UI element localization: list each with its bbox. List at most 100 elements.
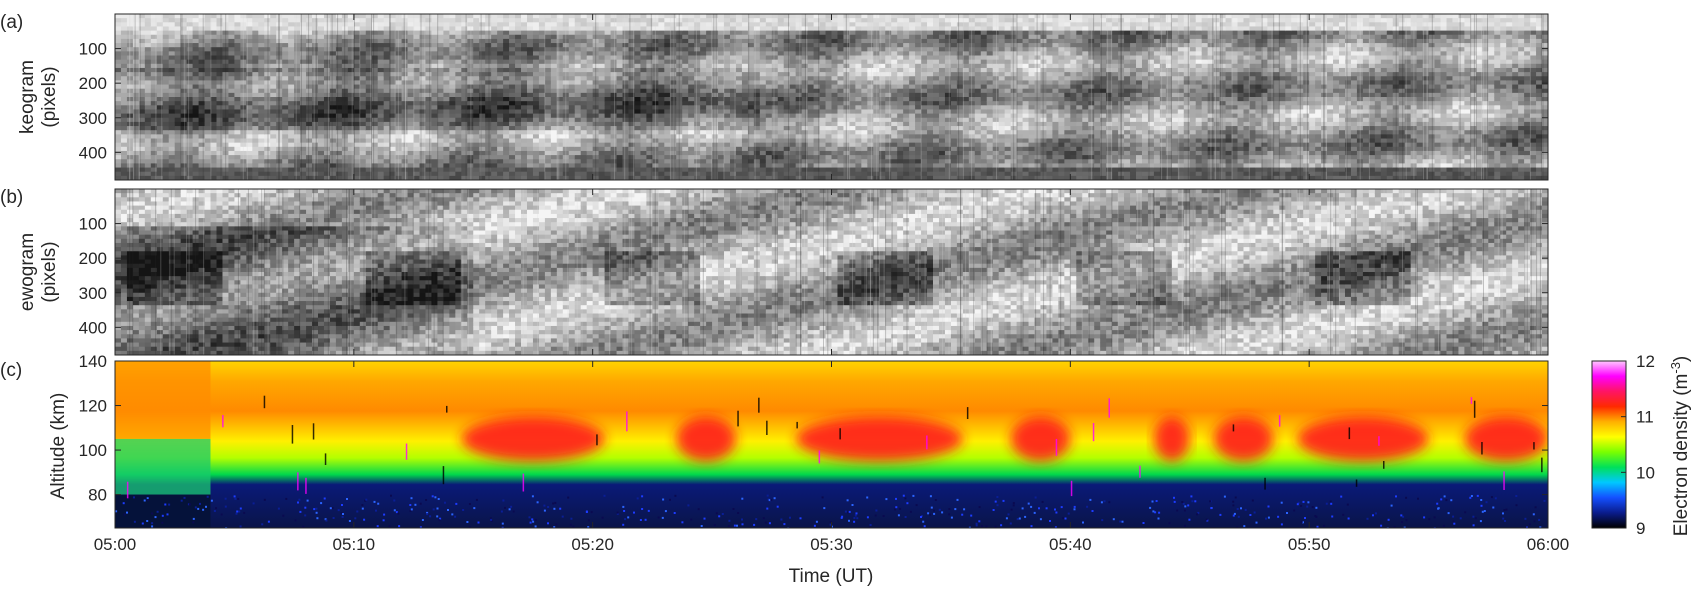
pixel-cell [228, 175, 236, 180]
pixel-cell [849, 167, 856, 173]
pixel-cell [819, 101, 827, 106]
pixel-cell [216, 38, 224, 44]
pixel-cell [138, 38, 146, 44]
pixel-cell [132, 63, 140, 69]
pixel-cell [479, 105, 486, 111]
pixel-cell [556, 171, 564, 177]
pixel-cell [747, 134, 755, 140]
pixel-cell [646, 34, 653, 40]
pixel-cell [825, 142, 833, 148]
pixel-cell [443, 142, 450, 148]
pixel-cell [795, 105, 803, 111]
pixel-cell [186, 92, 194, 98]
pixel-cell [634, 121, 642, 127]
pixel-cell [831, 47, 839, 52]
pixel-cell [126, 142, 134, 148]
pixel-cell [156, 97, 164, 102]
pixel-cell [837, 22, 845, 28]
pixel-cell [204, 117, 212, 123]
pixel-cell [479, 138, 486, 144]
pixel-cell [712, 63, 719, 69]
pixel-cell [455, 30, 462, 36]
pixel-cell [735, 67, 743, 73]
pixel-cell [813, 163, 821, 169]
pixel-cell [198, 171, 206, 177]
pixel-cell [640, 43, 647, 48]
pixel-cell [658, 155, 665, 160]
pixel-cell [807, 155, 815, 160]
pixel-cell [234, 130, 241, 135]
pixel-cell [443, 134, 450, 140]
pixel-cell [747, 14, 755, 19]
pixel-cell [383, 38, 391, 44]
pixel-cell [664, 138, 671, 144]
pixel-cell [240, 63, 247, 69]
pixel-cell [598, 84, 606, 90]
pixel-cell [562, 30, 570, 36]
pixel-cell [425, 59, 433, 65]
pixel-cell [700, 155, 707, 160]
pixel-cell [616, 51, 624, 57]
pixel-cell [670, 34, 677, 40]
pixel-cell [192, 59, 200, 65]
pixel-cell [371, 105, 379, 111]
pixel-cell [801, 76, 809, 81]
pixel-cell [526, 67, 534, 73]
pixel-cell [371, 26, 379, 32]
pixel-cell [515, 47, 522, 52]
pixel-cell [341, 150, 349, 156]
pixel-cell [789, 97, 797, 102]
pixel-cell [783, 97, 791, 102]
pixel-cell [365, 97, 373, 102]
pixel-cell [664, 22, 671, 28]
pixel-cell [801, 30, 809, 36]
pixel-cell [294, 150, 301, 156]
pixel-cell [270, 126, 277, 131]
pixel-cell [455, 101, 462, 106]
pixel-cell [789, 92, 797, 98]
pixel-cell [192, 121, 200, 127]
pixel-cell [294, 72, 301, 77]
pixel-cell [724, 30, 731, 36]
pixel-cell [473, 113, 480, 119]
pixel-cell [670, 105, 677, 111]
pixel-cell [515, 76, 522, 81]
pixel-cell [562, 67, 570, 73]
pixel-cell [831, 76, 839, 81]
pixel-cell [389, 30, 397, 36]
pixel-cell [276, 84, 283, 90]
pixel-cell [556, 30, 564, 36]
pixel-cell [783, 34, 791, 40]
pixel-cell [849, 121, 856, 127]
pixel-cell [323, 130, 331, 135]
pixel-cell [323, 121, 331, 127]
pixel-cell [783, 92, 791, 98]
pixel-cell [347, 63, 355, 69]
pixel-cell [407, 84, 415, 90]
pixel-cell [240, 55, 247, 61]
pixel-cell [210, 101, 218, 106]
pixel-cell [640, 55, 647, 61]
pixel-cell [789, 130, 797, 135]
pixel-cell [682, 76, 689, 81]
pixel-cell [341, 76, 349, 81]
pixel-cell [180, 113, 188, 119]
pixel-cell [652, 163, 659, 169]
pixel-cell [497, 97, 504, 102]
pixel-cell [222, 117, 230, 123]
pixel-cell [270, 88, 277, 94]
pixel-cell [592, 84, 600, 90]
pixel-cell [431, 138, 439, 144]
pixel-cell [813, 101, 821, 106]
pixel-cell [341, 109, 349, 115]
pixel-cell [783, 175, 791, 180]
pixel-cell [574, 92, 582, 98]
pixel-cell [592, 38, 600, 44]
pixel-cell [150, 43, 158, 48]
pixel-cell [252, 113, 259, 119]
pixel-cell [807, 34, 815, 40]
pixel-cell [485, 159, 492, 164]
pixel-cell [843, 43, 851, 48]
pixel-cell [807, 159, 815, 164]
pixel-cell [532, 80, 540, 86]
